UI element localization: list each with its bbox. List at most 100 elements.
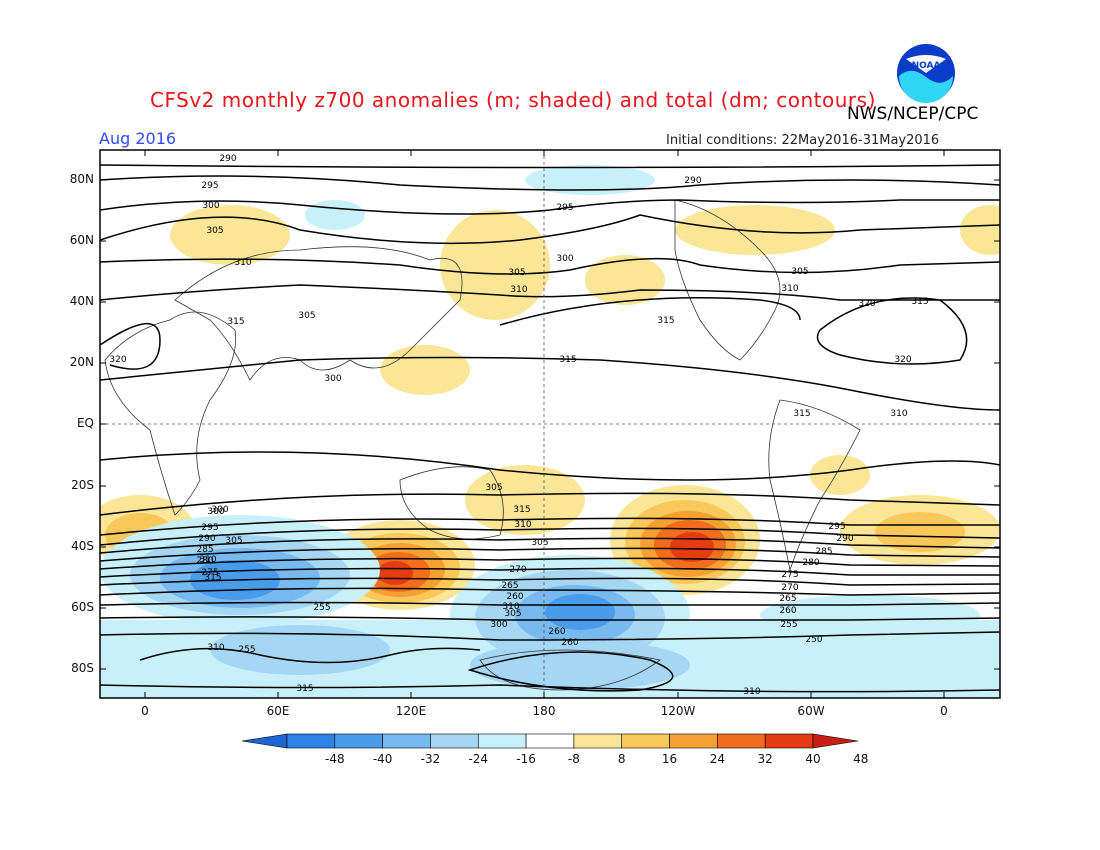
colorbar-swatch [430, 733, 479, 749]
contour-label: 265 [501, 581, 518, 591]
contour-label: 310 [510, 285, 527, 295]
forecast-period: Aug 2016 [99, 129, 177, 148]
graticule [100, 150, 1000, 698]
initial-conditions: Initial conditions: 22May2016-31May2016 [666, 133, 940, 148]
chart-title: CFSv2 monthly z700 anomalies (m; shaded)… [150, 88, 876, 112]
contour-label: 305 [504, 609, 521, 619]
noaa-logo: NOAA [897, 44, 955, 103]
contour-label: 320 [858, 299, 875, 309]
lon-label: 180 [532, 704, 556, 718]
contour-label: 315 [559, 355, 576, 365]
contour-label: 300 [490, 620, 507, 630]
contour-label: 280 [196, 556, 213, 566]
colorbar-arrow-left [241, 733, 288, 749]
contour-label: 275 [781, 570, 798, 580]
contour-label: 250 [805, 635, 822, 645]
contour-label: 295 [201, 523, 218, 533]
contour-label: 290 [219, 154, 236, 164]
contour-label: 295 [201, 181, 218, 191]
contour-label: 315 [513, 505, 530, 515]
colorbar-label: -32 [420, 752, 441, 766]
contour-label: 310 [234, 258, 251, 268]
contour-label: 315 [911, 297, 928, 307]
lon-label: 60E [266, 704, 290, 718]
contour-label: 260 [548, 627, 565, 637]
colorbar-swatch [525, 733, 575, 749]
contour-label: 300 [207, 507, 224, 517]
svg-text:NOAA: NOAA [912, 61, 941, 71]
colorbar-swatch [382, 733, 431, 749]
contour-label: 315 [204, 573, 221, 583]
colorbar-swatch [334, 733, 383, 749]
lon-label: 0 [141, 704, 149, 718]
contour-label: 255 [313, 603, 330, 613]
colorbar-label: -24 [468, 752, 489, 766]
contour-label: 310 [502, 602, 519, 612]
coastlines [104, 199, 861, 691]
contour-label: 300 [556, 254, 573, 264]
colorbar [241, 733, 859, 749]
contour-label: 290 [198, 534, 215, 544]
contour-label: 275 [201, 568, 218, 578]
colorbar-swatch [669, 733, 718, 749]
colorbar-arrow-right [812, 733, 859, 749]
colorbar-label: 32 [757, 752, 773, 766]
colorbar-swatch [477, 733, 527, 749]
contour-label: 295 [556, 203, 573, 213]
lat-label: 80N [69, 172, 94, 186]
contour-label: 320 [894, 355, 911, 365]
contour-label: 300 [202, 201, 219, 211]
contour-label: 315 [227, 317, 244, 327]
contour-label: 295 [828, 522, 845, 532]
organization-label: NWS/NCEP/CPC [847, 104, 979, 124]
contour-label: 260 [561, 638, 578, 648]
contour-label: 300 [211, 505, 228, 515]
colorbar-swatch [286, 733, 336, 749]
contour-label: 270 [781, 583, 798, 593]
contour-labels: 2902953003053103153203053102952903003053… [109, 154, 928, 697]
contour-label: 305 [531, 538, 548, 548]
lat-label: 80S [71, 661, 94, 675]
colorbar-swatch [573, 733, 623, 749]
lon-label: 0 [940, 704, 948, 718]
lon-label: 120E [395, 704, 427, 718]
contour-label: 315 [657, 316, 674, 326]
lat-label: EQ [76, 416, 94, 430]
contour-label: 315 [793, 409, 810, 419]
contour-label: 305 [206, 226, 223, 236]
contour-label: 310 [781, 284, 798, 294]
colorbar-label: 48 [853, 752, 869, 766]
contour-label: 300 [324, 374, 341, 384]
contour-label: 290 [684, 176, 701, 186]
lon-label: 60W [797, 704, 825, 718]
colorbar-label: 8 [617, 752, 626, 766]
colorbar-label: -40 [372, 752, 393, 766]
contour-label: 310 [199, 555, 216, 565]
colorbar-label: -48 [325, 752, 345, 766]
contour-label: 310 [514, 520, 531, 530]
contour-label: 255 [780, 620, 797, 630]
lat-label: 40S [71, 539, 94, 553]
lon-label: 120W [660, 704, 696, 718]
colorbar-label: 40 [805, 752, 821, 766]
lat-label: 60N [69, 233, 94, 247]
contour-label: 290 [836, 534, 853, 544]
contour-label: 305 [225, 536, 242, 546]
colorbar-label: -8 [567, 752, 580, 766]
contour-label: 310 [207, 643, 224, 653]
lat-label: 20S [71, 478, 94, 492]
contour-label: 270 [509, 565, 526, 575]
contour-label: 285 [815, 547, 832, 557]
contour-label: 265 [779, 594, 796, 604]
lat-label: 20N [69, 355, 94, 369]
contour-label: 255 [238, 645, 255, 655]
contour-label: 320 [109, 355, 126, 365]
colorbar-label: 16 [661, 752, 678, 766]
contour-label: 280 [802, 558, 819, 568]
contour-label: 285 [196, 545, 213, 555]
colorbar-swatch [764, 733, 814, 749]
height-contours [100, 164, 1000, 693]
lat-label: 40N [69, 294, 94, 308]
contour-label: 305 [298, 311, 315, 321]
